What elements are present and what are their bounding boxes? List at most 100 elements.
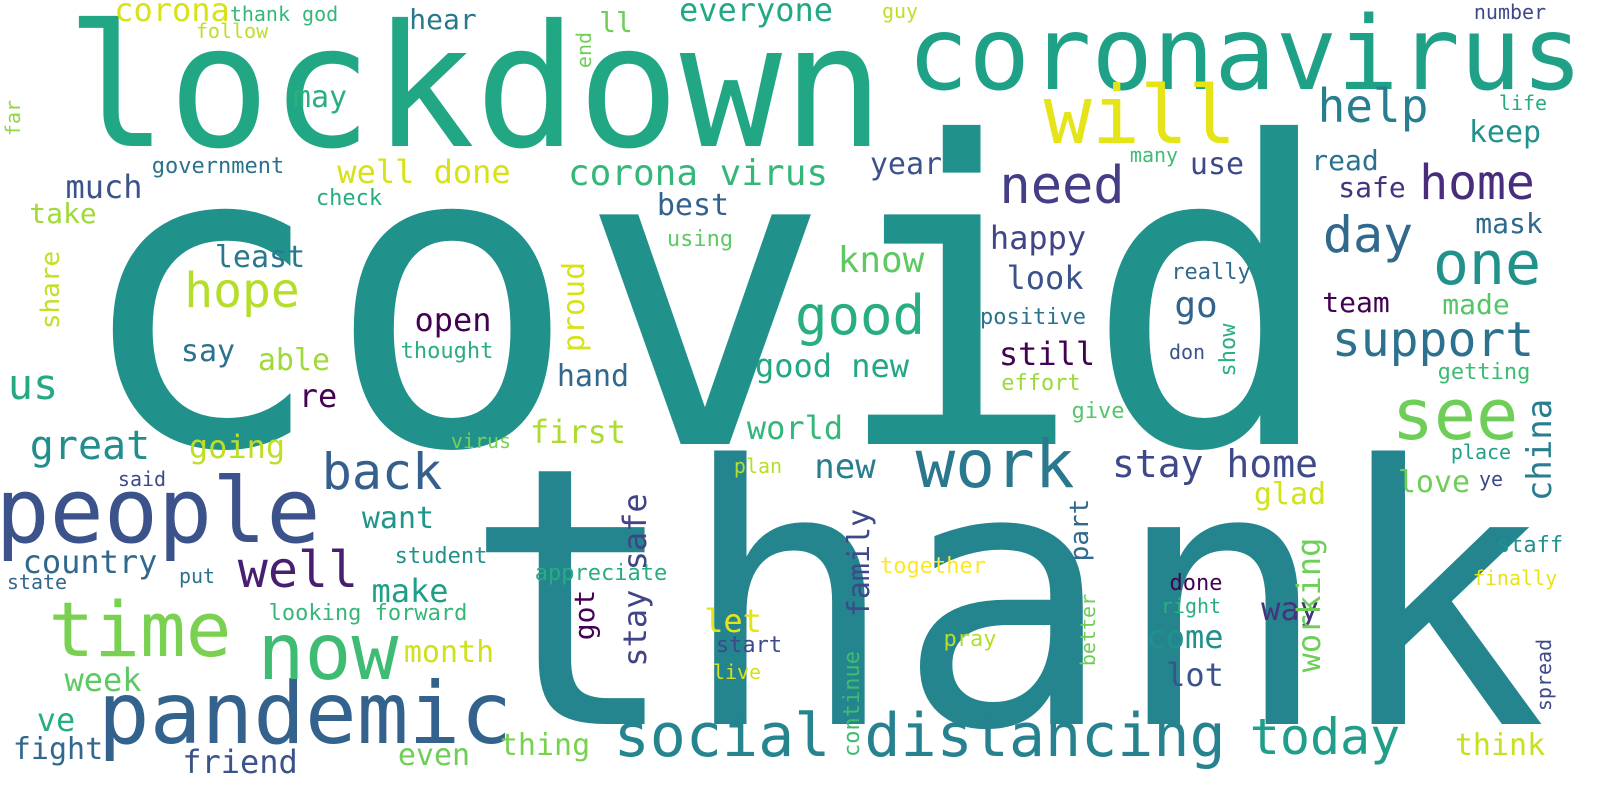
cloud-word: distancing <box>864 701 1226 771</box>
cloud-word: covid <box>72 55 1338 544</box>
cloud-word: use <box>1189 147 1245 182</box>
cloud-word: part <box>1065 498 1095 562</box>
cloud-word: student <box>394 544 488 569</box>
cloud-word: china <box>1520 398 1560 502</box>
cloud-word: work <box>915 426 1075 503</box>
cloud-word: continue <box>840 651 865 757</box>
cloud-word: positive <box>980 305 1086 330</box>
cloud-word: first <box>529 413 627 451</box>
cloud-word: go <box>1174 285 1218 326</box>
cloud-word: new <box>814 447 876 487</box>
cloud-word: see <box>1391 374 1519 456</box>
cloud-word: now <box>257 608 399 698</box>
cloud-word: good <box>794 284 926 347</box>
cloud-word: going <box>188 428 286 466</box>
cloud-word: made <box>1442 288 1510 321</box>
cloud-word: pandemic <box>97 664 513 764</box>
cloud-word: friend <box>182 743 298 781</box>
cloud-word: corona <box>114 0 230 29</box>
cloud-word: ve <box>36 701 76 739</box>
cloud-word: proud <box>557 261 592 353</box>
cloud-word: corona virus <box>567 153 829 194</box>
cloud-word: far <box>1 99 25 137</box>
cloud-word: keep <box>1468 115 1542 150</box>
cloud-word: using <box>666 227 734 252</box>
cloud-word: together <box>880 554 986 579</box>
cloud-word: government <box>151 154 285 179</box>
cloud-word: pray <box>943 627 997 652</box>
cloud-word: getting <box>1437 360 1531 385</box>
cloud-word: done <box>1169 571 1223 596</box>
cloud-word: thank god <box>229 2 339 26</box>
cloud-word: said <box>117 467 167 491</box>
cloud-word: team <box>1322 286 1390 319</box>
cloud-word: working <box>1290 537 1328 673</box>
cloud-word: better <box>1076 593 1100 667</box>
cloud-word: looking forward <box>268 601 468 626</box>
cloud-word: come <box>1146 618 1224 656</box>
cloud-word: stay home <box>1112 442 1318 486</box>
cloud-word: look <box>1006 259 1084 297</box>
cloud-word: ll <box>599 6 633 39</box>
cloud-word: will <box>1043 69 1237 162</box>
cloud-word: help <box>1317 79 1429 133</box>
cloud-word: number <box>1473 0 1547 24</box>
cloud-word: one <box>1432 229 1542 299</box>
cloud-word: day <box>1322 206 1414 264</box>
cloud-word: stay safe <box>616 493 654 667</box>
cloud-word: us <box>7 360 59 409</box>
cloud-word: home <box>1419 155 1535 211</box>
cloud-word: follow <box>195 19 269 43</box>
cloud-word: week <box>64 661 142 699</box>
cloud-word: make <box>371 572 449 610</box>
cloud-word: lockdown <box>65 0 885 187</box>
cloud-word: month <box>403 635 495 670</box>
cloud-word: glad <box>1253 477 1327 512</box>
cloud-word: thing <box>499 728 591 763</box>
cloud-word: effort <box>1001 371 1081 396</box>
cloud-word: plan <box>733 454 783 478</box>
cloud-word: need <box>999 156 1125 216</box>
cloud-word: mask <box>1475 207 1543 240</box>
cloud-word: thank <box>463 390 1547 800</box>
cloud-word: appreciate <box>534 561 668 586</box>
cloud-word: hope <box>184 263 300 319</box>
cloud-word: know <box>837 240 925 281</box>
cloud-word: got <box>568 589 601 641</box>
cloud-word: lot <box>1166 656 1224 694</box>
cloud-word: time <box>48 585 232 674</box>
cloud-word: guy <box>881 0 919 23</box>
cloud-word: able <box>257 343 331 378</box>
cloud-word: may <box>292 80 348 115</box>
cloud-word: don <box>1168 340 1206 364</box>
cloud-word: best <box>656 188 730 223</box>
cloud-word: virus <box>450 429 512 453</box>
cloud-word: want <box>361 501 435 536</box>
cloud-word: year <box>869 147 943 182</box>
cloud-word: re <box>298 377 338 415</box>
cloud-word: back <box>321 443 443 501</box>
cloud-word: place <box>1450 440 1512 464</box>
cloud-word: say <box>180 334 236 369</box>
cloud-word: happy <box>989 219 1087 257</box>
cloud-word: social <box>613 701 831 771</box>
cloud-word: share <box>36 250 66 330</box>
cloud-word: country <box>22 543 158 581</box>
cloud-word: support <box>1331 312 1535 368</box>
cloud-word: really <box>1171 260 1251 285</box>
cloud-word: staff <box>1496 533 1564 558</box>
cloud-word: hand <box>556 359 630 394</box>
cloud-word: show <box>1216 323 1241 377</box>
cloud-word: read <box>1311 144 1379 177</box>
cloud-word: today <box>1249 708 1401 766</box>
cloud-word: world <box>746 409 844 447</box>
cloud-word: let <box>704 602 762 640</box>
cloud-word: everyone <box>678 0 834 29</box>
cloud-word: great <box>29 423 151 469</box>
cloud-word: coronavirus <box>907 0 1583 114</box>
cloud-word: life <box>1498 91 1548 115</box>
cloud-word: thought <box>400 339 494 364</box>
cloud-word: love <box>1397 465 1471 500</box>
cloud-word: many <box>1129 143 1179 167</box>
